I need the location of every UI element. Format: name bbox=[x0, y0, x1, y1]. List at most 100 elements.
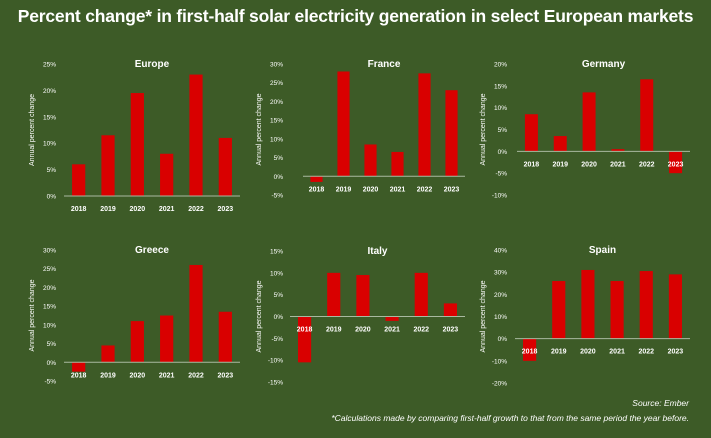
x-tick-label: 2020 bbox=[363, 186, 379, 193]
y-tick-label: 20% bbox=[43, 88, 56, 95]
y-tick-label: 0% bbox=[47, 194, 57, 201]
x-tick-label: 2023 bbox=[668, 349, 684, 356]
x-tick-label: 2020 bbox=[581, 161, 597, 168]
x-tick-label: 2020 bbox=[130, 206, 146, 213]
bar-2023 bbox=[669, 151, 683, 174]
y-tick-label: 5% bbox=[274, 155, 284, 162]
y-tick-label: -5% bbox=[271, 193, 283, 200]
x-tick-label: 2021 bbox=[159, 372, 175, 379]
x-tick-label: 2019 bbox=[326, 327, 342, 334]
y-axis-label: Annual percent change bbox=[480, 93, 487, 165]
bar-2019 bbox=[101, 135, 115, 196]
x-tick-label: 2019 bbox=[336, 186, 352, 193]
bar-2019 bbox=[327, 272, 341, 317]
y-tick-label: 20% bbox=[494, 62, 507, 69]
panel-europe: Europe Annual percent change 0% 5% 10% 15% 20%… bbox=[29, 59, 240, 213]
y-tick-label: 20% bbox=[494, 292, 507, 299]
y-tick-label: -10% bbox=[492, 193, 507, 200]
x-tick-label: 2021 bbox=[610, 161, 626, 168]
bar-2022 bbox=[418, 73, 431, 177]
bar-2021 bbox=[160, 153, 174, 196]
y-tick-label: 30% bbox=[270, 62, 283, 69]
panel-title: Spain bbox=[589, 245, 616, 256]
bar-2020 bbox=[356, 275, 370, 317]
x-tick-label: 2020 bbox=[355, 327, 371, 334]
bar-2023 bbox=[443, 303, 457, 317]
bar-2018 bbox=[298, 316, 312, 363]
x-tick-label: 2021 bbox=[384, 327, 400, 334]
y-tick-label: 10% bbox=[43, 141, 56, 148]
x-tick-label: 2022 bbox=[417, 186, 433, 193]
bar-2020 bbox=[581, 269, 595, 339]
bar-2022 bbox=[189, 74, 203, 196]
x-tick-label: 2018 bbox=[522, 349, 538, 356]
y-axis-label: Annual percent change bbox=[29, 279, 36, 351]
x-tick-label: 2018 bbox=[71, 206, 87, 213]
y-axis-label: Annual percent change bbox=[480, 280, 487, 352]
y-tick-label: 40% bbox=[494, 248, 507, 255]
y-tick-label: 15% bbox=[270, 118, 283, 125]
bar-2018 bbox=[310, 176, 323, 182]
bar-2019 bbox=[552, 281, 566, 339]
x-tick-label: 2018 bbox=[309, 186, 325, 193]
y-tick-label: 15% bbox=[270, 249, 283, 256]
bar-2020 bbox=[364, 144, 377, 177]
panel-france: France Annual percent change -5% 0% 5% 10% 15%… bbox=[256, 59, 465, 200]
bar-2020 bbox=[582, 92, 596, 152]
bar-2018 bbox=[72, 362, 86, 372]
bar-2023 bbox=[445, 90, 458, 177]
y-tick-label: 10% bbox=[43, 322, 56, 329]
y-tick-label: 25% bbox=[270, 80, 283, 87]
bar-2019 bbox=[553, 136, 567, 152]
footnote: *Calculations made by comparing first-ha… bbox=[331, 413, 689, 423]
y-tick-label: 25% bbox=[43, 62, 56, 69]
x-tick-label: 2021 bbox=[609, 349, 625, 356]
panel-italy: Italy Annual percent change -15% -10% -5% 0% 5… bbox=[256, 246, 465, 387]
bar-2022 bbox=[189, 264, 203, 363]
panel-title: France bbox=[368, 59, 401, 70]
panel-title: Germany bbox=[582, 59, 626, 70]
y-tick-label: -10% bbox=[492, 358, 507, 365]
y-tick-label: 10% bbox=[494, 314, 507, 321]
bar-2022 bbox=[639, 271, 653, 339]
panel-greece: Greece Annual percent change -5% 0% 5% 10% 15%… bbox=[29, 245, 240, 386]
x-tick-label: 2023 bbox=[668, 161, 684, 168]
x-tick-label: 2020 bbox=[130, 372, 146, 379]
y-tick-label: 30% bbox=[494, 270, 507, 277]
x-tick-label: 2019 bbox=[552, 161, 568, 168]
y-tick-label: 20% bbox=[270, 99, 283, 106]
x-tick-label: 2018 bbox=[524, 161, 540, 168]
y-tick-label: 30% bbox=[43, 248, 56, 255]
y-tick-label: 5% bbox=[274, 292, 284, 299]
bar-2021 bbox=[610, 281, 624, 339]
x-tick-label: 2021 bbox=[390, 186, 406, 193]
source-note: Source: Ember bbox=[632, 398, 689, 408]
bar-2019 bbox=[101, 345, 115, 363]
y-tick-label: 20% bbox=[43, 285, 56, 292]
y-tick-label: 0% bbox=[498, 149, 508, 156]
x-tick-label: 2018 bbox=[71, 372, 87, 379]
bar-2021 bbox=[160, 315, 174, 363]
bar-2020 bbox=[130, 321, 144, 363]
y-tick-label: 10% bbox=[270, 136, 283, 143]
bar-2021 bbox=[385, 316, 399, 321]
panel-germany: Germany Annual percent change -10% -5% 0% 5% 1… bbox=[480, 59, 690, 200]
x-tick-label: 2023 bbox=[444, 186, 460, 193]
x-tick-label: 2022 bbox=[413, 327, 429, 334]
x-tick-label: 2022 bbox=[188, 372, 204, 379]
y-tick-label: 5% bbox=[47, 341, 57, 348]
y-tick-label: 10% bbox=[494, 105, 507, 112]
bar-2023 bbox=[218, 311, 232, 363]
bar-2021 bbox=[611, 149, 625, 152]
bar-2019 bbox=[337, 71, 350, 177]
y-tick-label: 25% bbox=[43, 266, 56, 273]
y-axis-label: Annual percent change bbox=[29, 94, 36, 166]
y-tick-label: 0% bbox=[498, 336, 508, 343]
x-tick-label: 2023 bbox=[443, 327, 459, 334]
y-tick-label: 0% bbox=[274, 314, 284, 321]
y-tick-label: -20% bbox=[492, 381, 507, 388]
x-tick-label: 2018 bbox=[297, 327, 313, 334]
y-axis-label: Annual percent change bbox=[256, 93, 263, 165]
bar-2022 bbox=[414, 272, 428, 317]
